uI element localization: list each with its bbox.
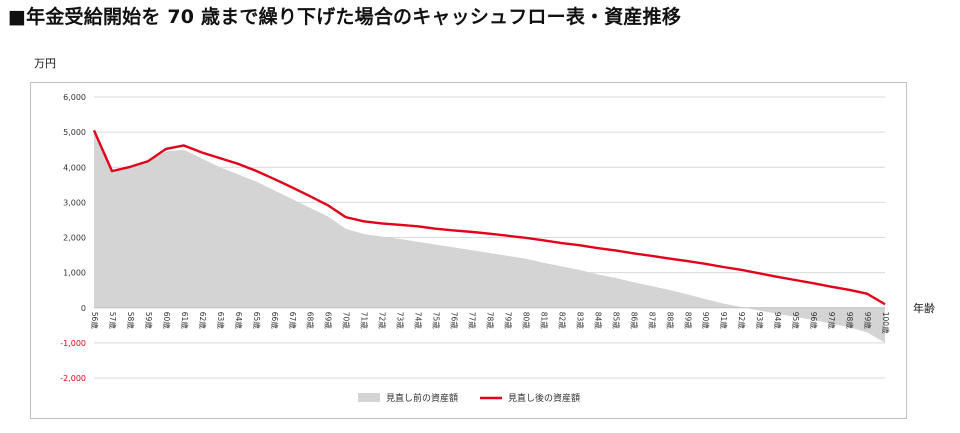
x-tick-label: 91歳 <box>719 312 729 330</box>
x-tick-label: 73歳 <box>396 312 406 330</box>
x-tick-label: 74歳 <box>414 312 424 330</box>
x-tick-label: 57歳 <box>108 312 118 330</box>
y-tick-label: 2,000 <box>63 234 86 243</box>
x-tick-label: 82歳 <box>557 312 567 330</box>
x-tick-label: 75歳 <box>432 312 442 330</box>
x-tick-label: 81歳 <box>539 312 549 330</box>
y-tick-label: 0 <box>81 304 86 313</box>
x-tick-label: 60歳 <box>162 312 172 330</box>
x-tick-label: 66歳 <box>270 312 280 330</box>
x-tick-label: 83歳 <box>575 312 585 330</box>
x-tick-label: 70歳 <box>342 312 352 330</box>
x-tick-label: 69歳 <box>324 312 334 330</box>
x-tick-label: 84歳 <box>593 312 603 330</box>
x-tick-label: 94歳 <box>773 312 783 330</box>
x-tick-label: 99歳 <box>863 312 873 330</box>
x-tick-label: 89歳 <box>683 312 693 330</box>
x-tick-label: 59歳 <box>144 312 154 330</box>
x-tick-label: 79歳 <box>503 312 513 330</box>
x-tick-label: 93歳 <box>755 312 765 330</box>
x-tick-label: 72歳 <box>378 312 388 330</box>
chart-title: ■年金受給開始を 70 歳まで繰り下げた場合のキャッシュフロー表・資産推移 <box>8 6 682 28</box>
chart-frame <box>30 82 907 419</box>
legend-label-after: 見直し後の資産額 <box>508 392 580 404</box>
x-tick-label: 80歳 <box>521 312 531 330</box>
x-tick-label: 96歳 <box>809 312 819 330</box>
x-tick-label: 62歳 <box>198 312 208 330</box>
y-tick-label: 4,000 <box>63 163 86 172</box>
y-tick-label: 3,000 <box>63 198 86 207</box>
x-tick-label: 77歳 <box>468 312 478 330</box>
x-tick-label: 86歳 <box>629 312 639 330</box>
x-tick-label: 97歳 <box>827 312 837 330</box>
x-tick-label: 61歳 <box>180 312 190 330</box>
x-tick-label: 95歳 <box>791 312 801 330</box>
x-tick-label: 63歳 <box>216 312 226 330</box>
x-tick-label: 92歳 <box>737 312 747 330</box>
x-tick-label: 65歳 <box>252 312 262 330</box>
area-series-before <box>94 130 885 343</box>
y-tick-label: 6,000 <box>63 93 86 102</box>
x-tick-label: 68歳 <box>306 312 316 330</box>
x-tick-label: 71歳 <box>360 312 370 330</box>
y-axis-unit-label: 万円 <box>34 57 56 70</box>
legend-swatch-before <box>358 393 380 402</box>
x-tick-label: 64歳 <box>234 312 244 330</box>
y-tick-label: -1,000 <box>60 339 86 348</box>
x-axis-label: 年齢 <box>913 302 935 315</box>
x-tick-label: 78歳 <box>486 312 496 330</box>
y-tick-label: 5,000 <box>63 128 86 137</box>
x-tick-label: 100歳 <box>881 312 891 334</box>
y-tick-label: 1,000 <box>63 269 86 278</box>
line-series-after <box>92 129 886 306</box>
x-tick-label: 58歳 <box>126 312 136 330</box>
x-tick-label: 67歳 <box>288 312 298 330</box>
x-tick-label: 56歳 <box>90 312 100 330</box>
y-tick-label: -2,000 <box>60 374 86 383</box>
x-tick-label: 90歳 <box>701 312 711 330</box>
x-tick-label: 88歳 <box>665 312 675 330</box>
x-tick-label: 87歳 <box>647 312 657 330</box>
x-tick-label: 98歳 <box>845 312 855 330</box>
x-tick-label: 76歳 <box>450 312 460 330</box>
x-tick-label: 85歳 <box>611 312 621 330</box>
legend-label-before: 見直し前の資産額 <box>386 392 458 404</box>
